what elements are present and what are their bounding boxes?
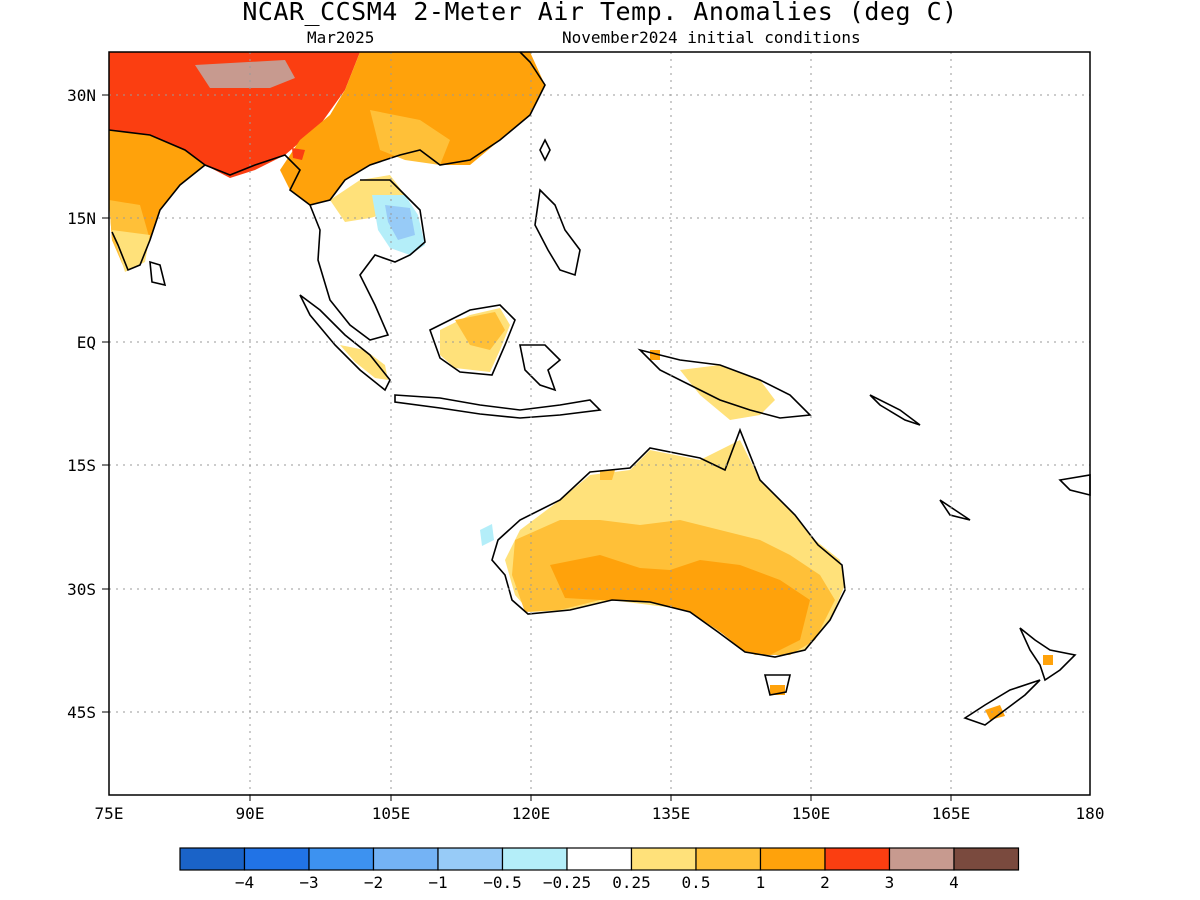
coastlines bbox=[108, 51, 1091, 726]
colorbar-label: −2 bbox=[364, 873, 383, 892]
graticule bbox=[109, 52, 1090, 795]
map-title: NCAR_CCSM4 2-Meter Air Temp. Anomalies (… bbox=[242, 0, 958, 26]
lat-axis: 30N 15N EQ 15S 30S 45S bbox=[67, 86, 109, 722]
lon-label: 180 bbox=[1076, 804, 1105, 823]
lat-label: 45S bbox=[67, 703, 96, 722]
colorbar-swatch bbox=[179, 847, 246, 871]
lon-label: 165E bbox=[932, 804, 971, 823]
lat-label: 15S bbox=[67, 456, 96, 475]
lat-label: EQ bbox=[77, 333, 96, 352]
colorbar: −4 −3 −2 −1 −0.5 −0.25 0.25 0.5 1 2 3 4 bbox=[179, 847, 1020, 892]
lon-label: 120E bbox=[512, 804, 551, 823]
lon-label: 135E bbox=[652, 804, 691, 823]
colorbar-label: 0.5 bbox=[682, 873, 711, 892]
colorbar-label: −0.25 bbox=[543, 873, 591, 892]
colorbar-label: 1 bbox=[756, 873, 766, 892]
lat-label: 30S bbox=[67, 580, 96, 599]
lat-label: 30N bbox=[67, 86, 96, 105]
anomaly-shading bbox=[109, 52, 1053, 720]
lon-label: 75E bbox=[95, 804, 124, 823]
colorbar-swatch bbox=[566, 847, 633, 871]
colorbar-label: 4 bbox=[949, 873, 959, 892]
colorbar-swatch bbox=[759, 847, 826, 871]
colorbar-swatch bbox=[372, 847, 439, 871]
colorbar-swatch bbox=[243, 847, 310, 871]
colorbar-swatch bbox=[824, 847, 891, 871]
colorbar-label: 0.25 bbox=[612, 873, 651, 892]
colorbar-label: 3 bbox=[885, 873, 895, 892]
lon-label: 90E bbox=[236, 804, 265, 823]
colorbar-swatch bbox=[308, 847, 375, 871]
lon-axis: 75E 90E 105E 120E 135E 150E 165E 180 bbox=[95, 795, 1105, 823]
initial-conditions-label: November2024 initial conditions bbox=[562, 28, 861, 47]
colorbar-swatch bbox=[630, 847, 697, 871]
colorbar-label: −3 bbox=[299, 873, 318, 892]
colorbar-label: 2 bbox=[820, 873, 830, 892]
forecast-month: Mar2025 bbox=[307, 28, 375, 47]
map-frame bbox=[108, 51, 1091, 796]
colorbar-swatch bbox=[953, 847, 1020, 871]
colorbar-label: −0.5 bbox=[483, 873, 522, 892]
lon-label: 150E bbox=[792, 804, 831, 823]
colorbar-label: −4 bbox=[235, 873, 254, 892]
lon-label: 105E bbox=[372, 804, 411, 823]
colorbar-swatch bbox=[695, 847, 762, 871]
colorbar-swatch bbox=[888, 847, 955, 871]
colorbar-swatch bbox=[501, 847, 568, 871]
colorbar-swatch bbox=[437, 847, 504, 871]
lat-label: 15N bbox=[67, 209, 96, 228]
colorbar-label: −1 bbox=[428, 873, 447, 892]
